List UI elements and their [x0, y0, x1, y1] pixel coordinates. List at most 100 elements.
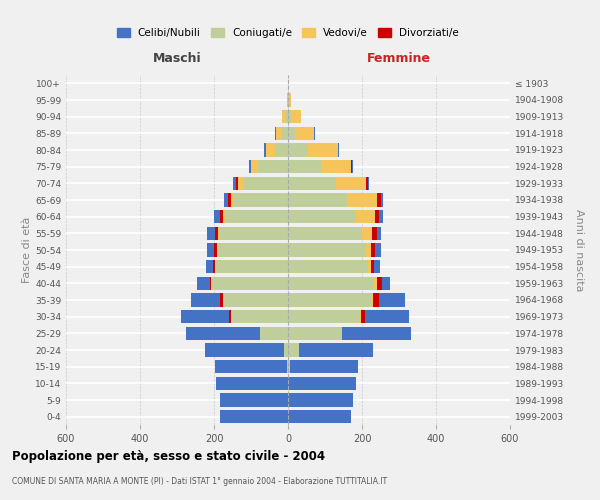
Bar: [356, 210, 375, 224]
Bar: [375, 244, 380, 256]
Bar: [288, 326, 341, 340]
Bar: [220, 210, 223, 224]
Bar: [374, 260, 380, 274]
Bar: [276, 126, 283, 140]
Bar: [211, 276, 212, 290]
Bar: [265, 144, 266, 156]
Bar: [218, 226, 220, 240]
Bar: [360, 310, 361, 324]
Bar: [371, 260, 374, 274]
Bar: [371, 244, 375, 256]
Bar: [289, 94, 290, 106]
Bar: [216, 376, 288, 390]
Bar: [214, 210, 220, 224]
Bar: [288, 94, 289, 106]
Bar: [260, 326, 288, 340]
Bar: [288, 344, 299, 356]
Bar: [216, 260, 288, 274]
Text: Femmine: Femmine: [367, 52, 431, 65]
Bar: [218, 244, 288, 256]
Bar: [288, 360, 290, 374]
Bar: [213, 260, 215, 274]
Bar: [288, 276, 373, 290]
Bar: [181, 310, 229, 324]
Bar: [288, 194, 347, 206]
Bar: [361, 310, 365, 324]
Bar: [220, 294, 223, 306]
Bar: [343, 326, 411, 340]
Bar: [197, 276, 209, 290]
Bar: [368, 176, 370, 190]
Bar: [377, 276, 382, 290]
Bar: [380, 194, 383, 206]
Bar: [366, 244, 371, 256]
Bar: [347, 194, 377, 206]
Bar: [284, 344, 288, 356]
Bar: [209, 276, 211, 290]
Bar: [214, 244, 217, 256]
Legend: Celibi/Nubili, Coniugati/e, Vedovi/e, Divorziati/e: Celibi/Nubili, Coniugati/e, Vedovi/e, Di…: [113, 24, 463, 42]
Bar: [338, 144, 339, 156]
Bar: [341, 326, 343, 340]
Text: Popolazione per età, sesso e stato civile - 2004: Popolazione per età, sesso e stato civil…: [12, 450, 325, 463]
Text: COMUNE DI SANTA MARIA A MONTE (PI) - Dati ISTAT 1° gennaio 2004 - Elaborazione T: COMUNE DI SANTA MARIA A MONTE (PI) - Dat…: [12, 478, 387, 486]
Bar: [206, 244, 214, 256]
Bar: [286, 110, 288, 124]
Bar: [220, 410, 288, 424]
Bar: [220, 226, 288, 240]
Bar: [229, 310, 230, 324]
Bar: [230, 194, 235, 206]
Bar: [377, 194, 380, 206]
Bar: [288, 126, 295, 140]
Bar: [215, 260, 216, 274]
Bar: [283, 110, 286, 124]
Bar: [373, 226, 377, 240]
Bar: [224, 194, 227, 206]
Bar: [227, 194, 230, 206]
Bar: [288, 176, 336, 190]
Bar: [235, 194, 288, 206]
Text: Maschi: Maschi: [152, 52, 202, 65]
Bar: [287, 360, 288, 374]
Bar: [205, 344, 284, 356]
Bar: [351, 160, 352, 173]
Bar: [288, 394, 353, 406]
Bar: [362, 226, 373, 240]
Y-axis label: Fasce di età: Fasce di età: [22, 217, 32, 283]
Bar: [238, 176, 244, 190]
Bar: [295, 126, 314, 140]
Bar: [215, 226, 218, 240]
Bar: [220, 394, 288, 406]
Bar: [259, 160, 288, 173]
Bar: [223, 210, 225, 224]
Bar: [225, 210, 288, 224]
Bar: [375, 210, 379, 224]
Bar: [251, 160, 259, 173]
Bar: [288, 226, 362, 240]
Bar: [308, 144, 338, 156]
Bar: [371, 294, 373, 306]
Bar: [368, 260, 371, 274]
Bar: [266, 144, 275, 156]
Bar: [288, 410, 351, 424]
Bar: [365, 310, 409, 324]
Bar: [230, 310, 288, 324]
Bar: [186, 326, 260, 340]
Bar: [191, 294, 220, 306]
Y-axis label: Anni di nascita: Anni di nascita: [574, 208, 584, 291]
Bar: [244, 176, 288, 190]
Bar: [249, 160, 251, 173]
Bar: [236, 176, 238, 190]
Bar: [212, 276, 288, 290]
Bar: [217, 244, 218, 256]
Bar: [208, 226, 215, 240]
Bar: [288, 160, 322, 173]
Bar: [288, 376, 356, 390]
Bar: [373, 294, 379, 306]
Bar: [288, 210, 356, 224]
Bar: [373, 276, 377, 290]
Bar: [377, 226, 381, 240]
Bar: [382, 276, 390, 290]
Bar: [299, 344, 373, 356]
Bar: [336, 176, 366, 190]
